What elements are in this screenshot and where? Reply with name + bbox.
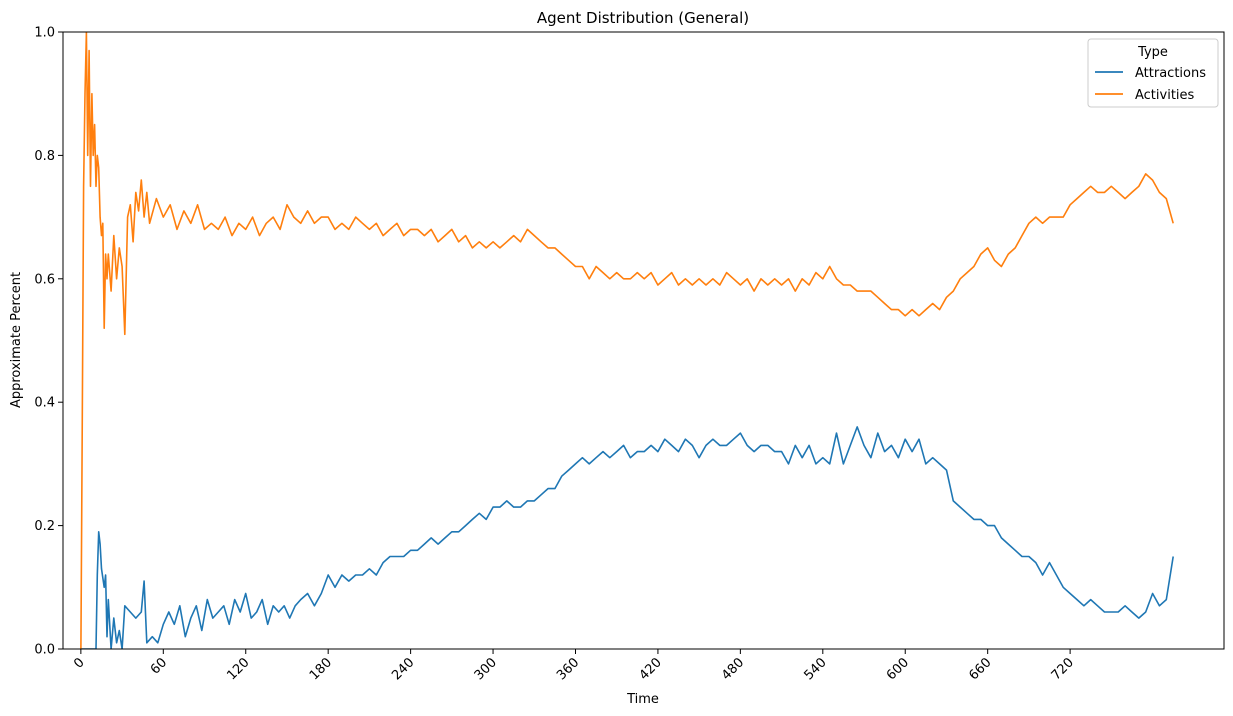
y-tick-label: 0.4	[34, 396, 55, 411]
legend-box	[1087, 38, 1219, 108]
axes-frame	[62, 31, 1225, 650]
legend-label-activities: Activities	[1135, 88, 1195, 103]
series-line-activities	[80, 32, 1174, 649]
y-tick-label: 0.6	[34, 272, 55, 287]
y-axis-label: Approximate Percent	[9, 272, 24, 408]
plot-area	[62, 31, 1225, 650]
legend-title: Type	[1137, 45, 1168, 60]
y-tick-label: 1.0	[34, 26, 55, 41]
y-axis-ticks: 0.0 0.2 0.4 0.6 0.8 1.0	[34, 26, 63, 658]
series-layer	[80, 32, 1174, 649]
series-line-attractions	[80, 426, 1174, 649]
x-axis-label: Time	[626, 692, 659, 707]
y-tick-label: 0.8	[34, 149, 55, 164]
chart-title: Agent Distribution (General)	[537, 9, 749, 27]
y-tick-label: 0.0	[34, 643, 55, 658]
legend-items: Attractions Activities	[1095, 66, 1206, 103]
legend: Type Attractions Activities	[1087, 38, 1219, 108]
legend-label-attractions: Attractions	[1135, 66, 1206, 81]
y-tick-label: 0.2	[34, 519, 55, 534]
